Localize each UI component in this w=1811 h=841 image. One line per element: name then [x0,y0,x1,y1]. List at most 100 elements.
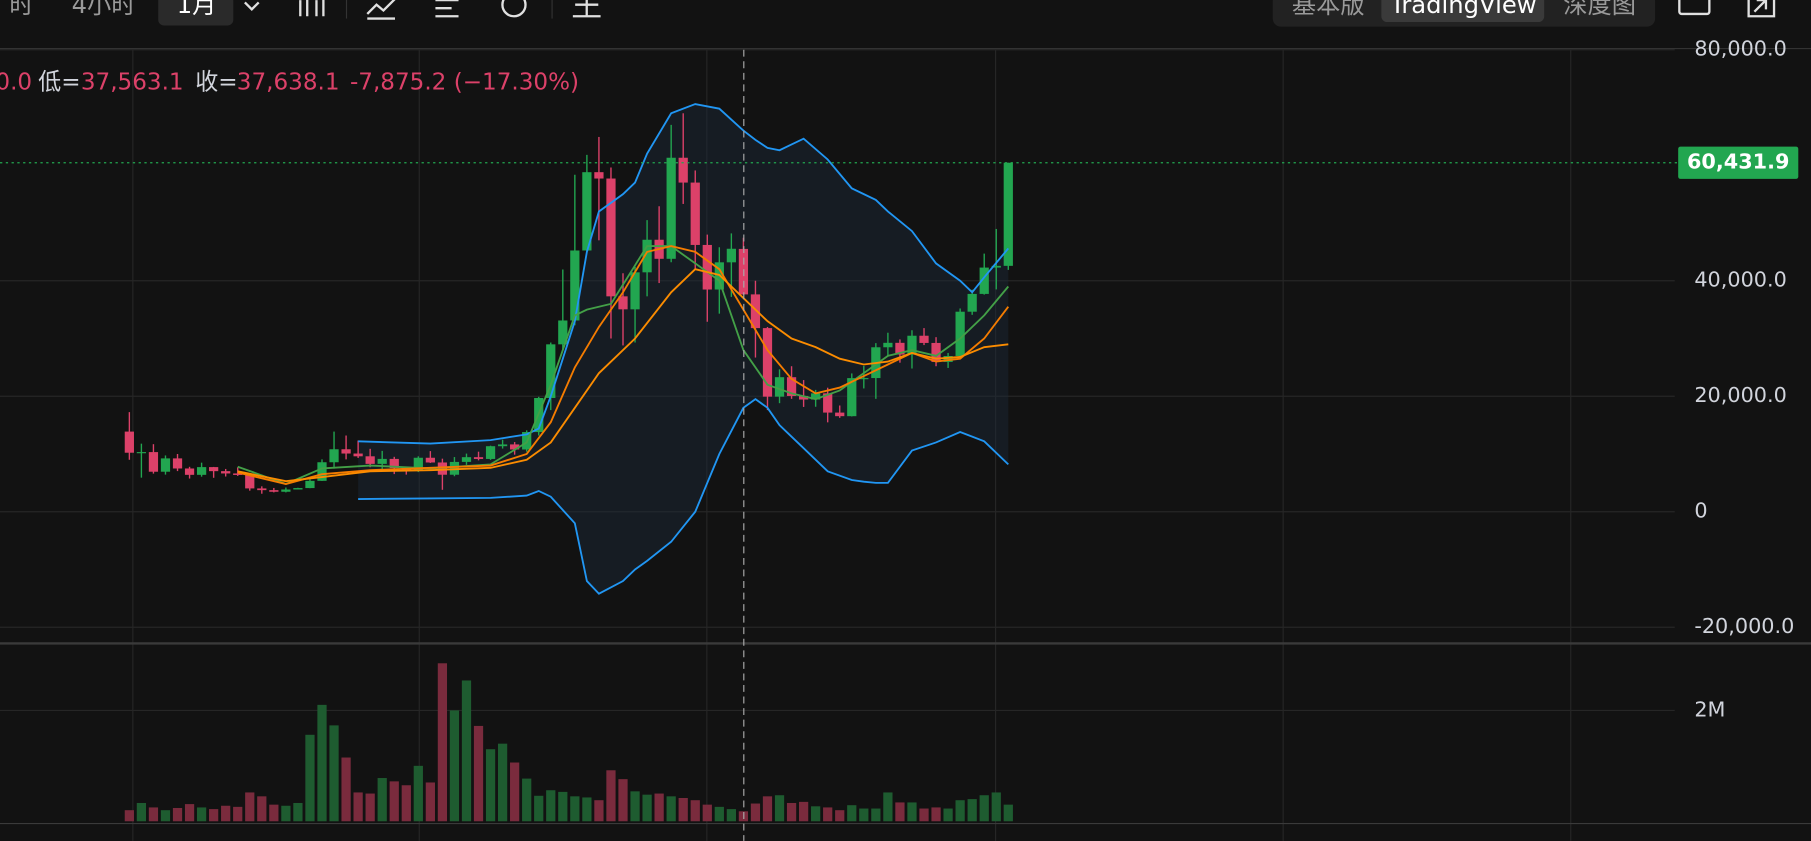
volume-bar [931,807,941,822]
volume-bar [437,663,448,822]
volume-bar [714,806,724,822]
candle-body [943,355,953,362]
volume-bar [919,808,929,822]
candle-body [546,344,556,398]
view-tab[interactable]: 深度图 [1563,0,1636,19]
volume-bar [281,805,291,822]
volume-bar [329,725,339,822]
view-tab[interactable]: 基本版 [1292,0,1365,19]
candle-body [341,449,351,454]
volume-bar [967,799,977,822]
window-icon[interactable] [1678,0,1711,16]
interval[interactable]: 4小时 [72,0,136,19]
candle-body [293,488,303,490]
volume-bar [823,807,833,822]
y-tick-label: -20,000.0 [1694,614,1794,638]
candle-body [124,431,134,453]
candle-body [883,342,893,348]
volume-bar [425,782,435,822]
volume-bar [859,808,869,822]
volume-bar [654,793,664,822]
candle-body [895,342,905,355]
volume-bar [798,801,809,822]
volume-bar [245,792,255,822]
volume-bar [534,795,544,822]
volume-bar [558,791,568,822]
legend-label: 低= [38,70,80,96]
volume-bar [702,804,712,822]
interval[interactable]: 1月 [177,0,217,19]
volume-bar [630,791,640,822]
volume-bar [449,710,460,822]
candle-icon[interactable] [299,0,325,17]
scale-icon[interactable] [572,0,601,18]
volume-bar [473,725,484,822]
toolbar: 时 4小时 1月 基本版 TradingView 深度图 [9,0,1776,27]
legend-label: 收= [195,70,237,96]
volume-bar [148,807,159,822]
volume-bar [835,810,845,822]
candle-body [305,480,315,489]
candle-body [726,248,736,263]
volume-bar [811,806,821,822]
volume-bar [955,800,965,822]
volume-bar [305,734,315,822]
legend-value: 37,638.1 [237,70,340,96]
candle-body [184,468,195,475]
volume-bar [413,765,423,822]
candle-body [630,272,640,310]
volume-bar [269,804,279,822]
volume-bar [124,810,134,822]
volume-bar [317,704,327,822]
candle-body [160,458,171,472]
volume-bar [136,802,147,822]
volume-bar [690,800,700,822]
candle-body [233,473,243,475]
volume-bar [365,793,375,822]
candle-body [353,453,363,457]
last-price-label: 60,431.9 [1687,150,1789,174]
candle-body [835,412,845,417]
candle-body [558,320,568,345]
volume-bar [341,757,351,822]
candle-body [859,378,869,380]
band-fill [358,104,1009,594]
candle-body [437,462,448,475]
volume-bar [546,790,556,822]
legend-value: 0.0 [0,70,32,96]
candle-body [847,378,857,417]
settings-icon[interactable] [501,0,527,18]
candle-body [678,157,688,183]
candle-body [811,393,821,400]
volume-bar [221,805,231,822]
indicator-icon[interactable] [366,0,396,20]
y-tick-label: 40,000.0 [1694,268,1786,292]
dropdown-icon[interactable] [244,1,260,11]
candle-body [991,265,1001,268]
interval[interactable]: 时 [9,0,33,19]
candle-body [666,157,676,259]
candle-body [136,452,147,454]
volume-bar [786,802,797,822]
view-active-bg [1381,0,1545,23]
candle-body [497,444,508,447]
candle-body [317,462,327,481]
candle-body [148,452,159,472]
candle-body [209,467,219,472]
popout-icon[interactable] [1747,0,1776,18]
indicator-line [358,397,1009,595]
volume-bar [666,796,676,822]
view-tab[interactable]: TradingView [1389,0,1537,19]
volume-bar [582,797,592,822]
volume-bar [377,778,387,822]
volume-bar [401,785,411,822]
candle-body [510,444,520,450]
candle-body [473,457,484,459]
candle-body [365,456,375,464]
volume-bar [233,806,243,822]
candle-body [269,490,279,492]
volume-bar [943,808,953,822]
list-icon[interactable] [435,0,459,18]
